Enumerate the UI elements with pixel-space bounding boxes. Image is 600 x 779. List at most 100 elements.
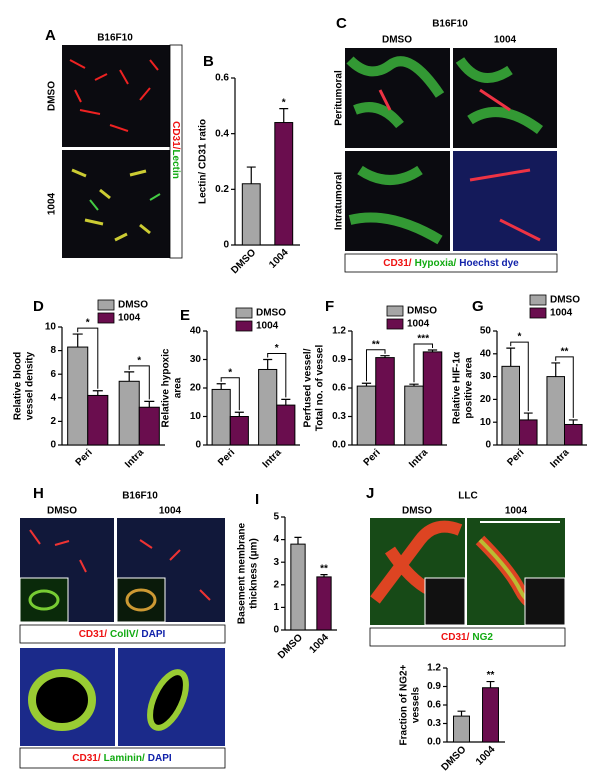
x-tick-label: Intra bbox=[123, 447, 146, 470]
error-bar bbox=[124, 371, 135, 382]
y-tick-label: 50 bbox=[480, 326, 492, 337]
y-axis-label: thickness (μm) bbox=[249, 538, 260, 609]
legend-swatch bbox=[529, 294, 547, 306]
stain-label-part: CD31/ bbox=[383, 258, 412, 269]
significance-bracket bbox=[128, 365, 150, 400]
significance-bracket bbox=[220, 377, 240, 411]
y-tick-label: 0.3 bbox=[332, 411, 346, 422]
bar bbox=[87, 394, 109, 446]
y-tick-label: 10 bbox=[190, 411, 202, 422]
error-bar bbox=[263, 358, 273, 370]
stain-label: CD31/NG2 bbox=[441, 632, 493, 643]
bar bbox=[290, 543, 306, 631]
y-tick-label: 0.6 bbox=[427, 700, 441, 711]
y-axis-label: Total no. of vessel bbox=[315, 345, 326, 432]
legend-swatch bbox=[97, 299, 115, 311]
x-tick-label: Intra bbox=[261, 447, 284, 470]
y-tick-label: 4 bbox=[50, 392, 56, 403]
stain-label-part: CD31/ bbox=[72, 753, 101, 764]
micrograph bbox=[453, 151, 557, 251]
stain-label: CD31/Lectin bbox=[170, 121, 181, 179]
legend-label: 1004 bbox=[407, 319, 430, 330]
stain-part: CD31/ bbox=[170, 121, 181, 150]
significance: ** bbox=[487, 670, 495, 681]
legend-swatch bbox=[386, 318, 404, 330]
bar bbox=[546, 376, 566, 446]
error-bar bbox=[320, 574, 328, 577]
bar bbox=[316, 576, 332, 631]
row-label: DMSO bbox=[47, 81, 58, 111]
y-tick-label: 0 bbox=[485, 440, 491, 451]
y-tick-label: 0.6 bbox=[332, 383, 346, 394]
y-axis-label: Relative blood bbox=[13, 352, 24, 420]
micrograph bbox=[453, 48, 557, 148]
stain-label-part: CollV/ bbox=[110, 629, 139, 640]
stain-label-part: DAPI bbox=[148, 753, 172, 764]
y-tick-label: 8 bbox=[50, 345, 56, 356]
cell-line: B16F10 bbox=[122, 491, 158, 502]
bar bbox=[258, 368, 278, 446]
column-label: 1004 bbox=[159, 506, 182, 517]
column-label: DMSO bbox=[47, 506, 77, 517]
panel-letter: E bbox=[180, 307, 190, 324]
significance: * bbox=[518, 332, 522, 343]
stain-label-part: Hoechst dye bbox=[459, 258, 519, 269]
y-tick-label: 40 bbox=[480, 348, 492, 359]
legend-label: DMSO bbox=[118, 300, 148, 311]
panel-letter: F bbox=[325, 298, 334, 315]
x-tick-label: Peri bbox=[362, 447, 383, 468]
row-label: 1004 bbox=[47, 192, 58, 215]
error-bar bbox=[281, 398, 291, 406]
error-bar bbox=[279, 108, 289, 123]
bar bbox=[118, 380, 140, 446]
column-label: 1004 bbox=[505, 506, 528, 517]
y-axis-label: vessels bbox=[411, 686, 422, 723]
y-axis-label: Lectin/ CD31 ratio bbox=[198, 119, 209, 204]
y-tick-label: 5 bbox=[273, 512, 279, 523]
panel-letter: G bbox=[472, 298, 484, 315]
legend-label: 1004 bbox=[118, 313, 141, 324]
y-tick-label: 1 bbox=[273, 602, 279, 613]
y-tick-label: 30 bbox=[480, 371, 492, 382]
error-bar bbox=[294, 536, 302, 545]
cell-line: B16F10 bbox=[432, 19, 468, 30]
bar bbox=[356, 385, 377, 446]
bar bbox=[274, 122, 294, 246]
panel-letter: J bbox=[366, 485, 374, 502]
y-tick-label: 0.0 bbox=[332, 440, 346, 451]
y-tick-label: 1.2 bbox=[332, 326, 346, 337]
bar bbox=[67, 346, 89, 446]
x-tick-label: Peri bbox=[505, 447, 526, 468]
y-tick-label: 0 bbox=[195, 440, 201, 451]
legend-swatch bbox=[529, 307, 547, 319]
y-tick-label: 0 bbox=[273, 625, 279, 636]
significance-bracket bbox=[77, 327, 99, 389]
bar bbox=[422, 351, 443, 446]
x-tick-label: Peri bbox=[74, 447, 95, 468]
bar bbox=[519, 419, 538, 446]
error-bar bbox=[568, 419, 578, 425]
stain-label: CD31/CollV/DAPI bbox=[79, 629, 166, 640]
y-tick-label: 40 bbox=[190, 326, 202, 337]
legend-label: DMSO bbox=[550, 295, 580, 306]
y-tick-label: 0.9 bbox=[427, 681, 441, 692]
significance: * bbox=[228, 367, 232, 378]
y-axis-label: vessel density bbox=[25, 351, 36, 420]
significance-bracket bbox=[413, 343, 434, 383]
significance: ** bbox=[372, 339, 380, 350]
panel-letter: I bbox=[255, 491, 259, 508]
x-tick-label: DMSO bbox=[276, 632, 305, 661]
error-bar bbox=[486, 680, 495, 688]
y-tick-label: 0.0 bbox=[427, 737, 441, 748]
x-tick-label: 1004 bbox=[307, 632, 331, 656]
legend-label: 1004 bbox=[256, 321, 279, 332]
y-tick-label: 10 bbox=[480, 417, 492, 428]
micrograph bbox=[62, 150, 170, 258]
y-tick-label: 10 bbox=[45, 322, 57, 333]
error-bar bbox=[409, 383, 419, 387]
y-axis-label: area bbox=[173, 377, 184, 398]
significance: ** bbox=[320, 563, 328, 574]
cell-line: LLC bbox=[458, 491, 477, 502]
error-bar bbox=[380, 355, 390, 358]
y-tick-label: 20 bbox=[480, 394, 492, 405]
